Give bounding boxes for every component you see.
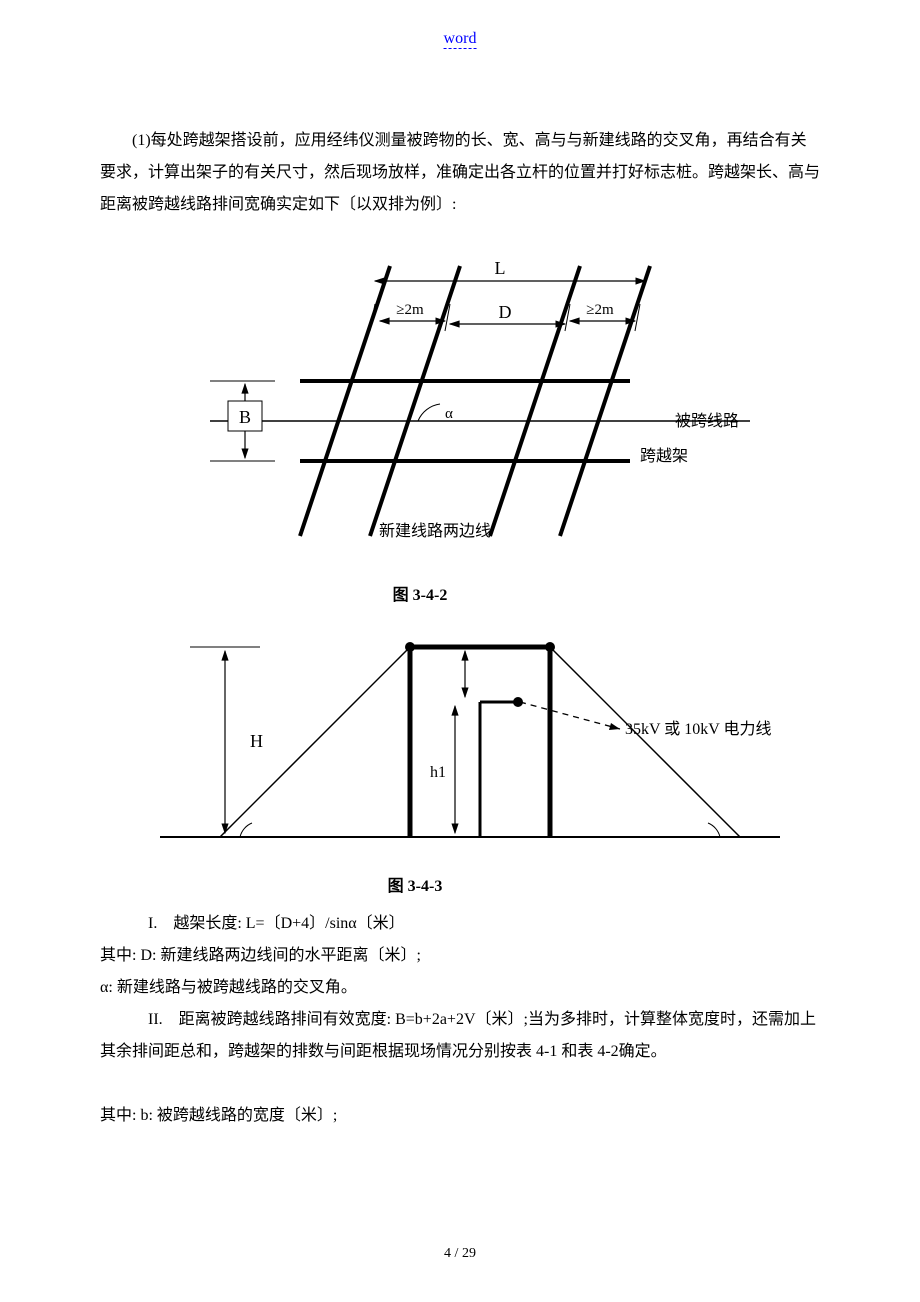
figure-3-4-3-svg: 35kV 或 10kV 电力线 H h1 [100, 627, 820, 857]
label-B: B [239, 407, 251, 427]
label-frame: 跨越架 [640, 447, 688, 465]
label-H: H [250, 731, 263, 751]
content-body: (1)每处跨越架搭设前，应用经纬仪测量被跨物的长、宽、高与与新建线路的交叉角，再… [100, 125, 820, 1132]
item-I: I. 越架长度: L=〔D+4〕/sinα〔米〕 [100, 908, 820, 940]
figure-3-4-3-caption: 图 3-4-3 [10, 871, 820, 903]
label-power-line: 35kV 或 10kV 电力线 [625, 720, 772, 738]
label-h1: h1 [430, 764, 446, 781]
where-alpha: α: 新建线路与被跨越线路的交叉角。 [100, 972, 820, 1004]
figure-3-4-3: 35kV 或 10kV 电力线 H h1 图 3-4-3 [100, 627, 820, 903]
page-number: 4 / 29 [444, 1246, 476, 1262]
where-b: 其中: b: 被跨越线路的宽度〔米〕; [100, 1100, 820, 1132]
label-L: L [495, 258, 506, 278]
figure-3-4-2: L ≥2m D ≥2m B [100, 236, 820, 612]
label-alpha: α [445, 406, 453, 422]
label-D: D [499, 302, 512, 322]
header-word: word [444, 30, 477, 49]
page: word (1)每处跨越架搭设前，应用经纬仪测量被跨物的长、宽、高与与新建线路的… [0, 0, 920, 1302]
label-crossed-line: 被跨线路 [675, 412, 739, 430]
label-ge2m-right: ≥2m [586, 302, 614, 318]
label-ge2m-left: ≥2m [396, 302, 424, 318]
figure-3-4-2-caption: 图 3-4-2 [20, 580, 820, 612]
paragraph-1: (1)每处跨越架搭设前，应用经纬仪测量被跨物的长、宽、高与与新建线路的交叉角，再… [100, 125, 820, 221]
item-II: II. 距离被跨越线路排间有效宽度: B=b+2a+2V〔米〕;当为多排时，计算… [100, 1004, 820, 1068]
where-D: 其中: D: 新建线路两边线间的水平距离〔米〕; [100, 940, 820, 972]
label-new-line: 新建线路两边线 [379, 522, 491, 540]
figure-3-4-2-svg: L ≥2m D ≥2m B [100, 236, 820, 566]
